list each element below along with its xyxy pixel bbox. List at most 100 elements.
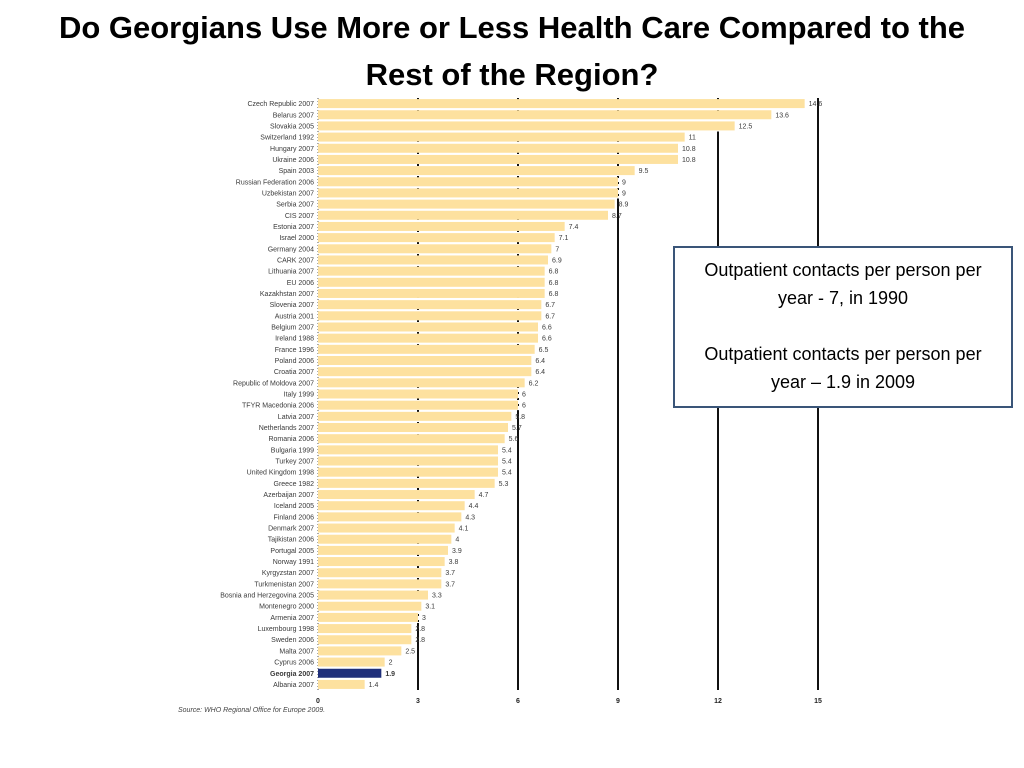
bar-austria-2001 xyxy=(318,311,542,321)
value-label: 1.4 xyxy=(369,682,379,689)
value-label: 2.8 xyxy=(415,626,425,633)
category-label: Belarus 2007 xyxy=(273,112,314,119)
value-label: 3.7 xyxy=(445,581,455,588)
bar-denmark-2007 xyxy=(318,523,455,533)
value-label: 4.3 xyxy=(465,514,475,521)
bar-cyprus-2006 xyxy=(318,657,385,667)
value-label: 6.4 xyxy=(535,358,545,365)
category-label: CARK 2007 xyxy=(277,257,314,264)
value-label: 8.7 xyxy=(612,213,622,220)
bar-poland-2006 xyxy=(318,355,532,365)
category-label: Germany 2004 xyxy=(268,246,314,253)
bar-germany-2004 xyxy=(318,244,552,254)
category-label: EU 2006 xyxy=(287,280,314,287)
value-label: 6.9 xyxy=(552,257,562,264)
bar-finland-2006 xyxy=(318,512,462,522)
value-label: 3.1 xyxy=(425,604,435,611)
bar-spain-2003 xyxy=(318,166,635,176)
bar-latvia-2007 xyxy=(318,411,512,421)
category-label: Iceland 2005 xyxy=(274,503,314,510)
bar-france-1996 xyxy=(318,344,535,354)
value-label: 1.9 xyxy=(385,671,395,678)
value-label: 5.4 xyxy=(502,470,512,477)
bar-montenegro-2000 xyxy=(318,601,422,611)
value-label: 6.8 xyxy=(549,280,559,287)
x-axis-ticks: 0 3 6 9 12 15 xyxy=(316,698,822,705)
category-label: Uzbekistan 2007 xyxy=(262,190,314,197)
category-label: Kazakhstan 2007 xyxy=(260,291,314,298)
value-label: 3.9 xyxy=(452,548,462,555)
callout-box: Outpatient contacts per person per year … xyxy=(673,246,1013,408)
category-label: Serbia 2007 xyxy=(276,202,314,209)
bar-malta-2007 xyxy=(318,646,402,656)
bar-turkmenistan-2007 xyxy=(318,579,442,589)
category-label: Cyprus 2006 xyxy=(274,660,314,667)
bar-netherlands-2007 xyxy=(318,423,508,433)
category-label: Romania 2006 xyxy=(268,436,314,443)
bar-romania-2006 xyxy=(318,434,505,444)
category-label: Azerbaijan 2007 xyxy=(263,492,314,499)
source-note: Source: WHO Regional Office for Europe 2… xyxy=(178,707,325,714)
bar-albania-2007 xyxy=(318,679,365,689)
x-tick-label: 3 xyxy=(416,698,420,705)
bar-turkey-2007 xyxy=(318,456,498,466)
value-label: 4.4 xyxy=(469,503,479,510)
value-label: 7 xyxy=(555,246,559,253)
value-label: 5.4 xyxy=(502,459,512,466)
slide-title: Do Georgians Use More or Less Health Car… xyxy=(58,10,966,92)
bar-slovakia-2005 xyxy=(318,121,735,131)
bar-cark-2007 xyxy=(318,255,548,265)
category-label: Israel 2000 xyxy=(279,235,314,242)
value-label: 6.8 xyxy=(549,291,559,298)
value-labels: 14.6 13.6 12.5 11 10.8 10.8 9.5 9 9 8.9 8.7 7.47.17… xyxy=(369,101,823,689)
bar-luxembourg-1998 xyxy=(318,624,412,634)
category-label: Bosnia and Herzegovina 2005 xyxy=(220,593,314,600)
bar-cis-2007 xyxy=(318,210,608,220)
bar-uzbekistan-2007 xyxy=(318,188,618,198)
bar-sweden-2006 xyxy=(318,635,412,645)
bar-belarus-2007 xyxy=(318,110,772,120)
bar-republic-of-moldova-2007 xyxy=(318,378,525,388)
bar-switzerland-1992 xyxy=(318,132,685,142)
category-label: Latvia 2007 xyxy=(278,414,314,421)
value-label: 9 xyxy=(622,190,626,197)
category-label: TFYR Macedonia 2006 xyxy=(242,403,314,410)
value-label: 6.5 xyxy=(539,347,549,354)
category-label: Switzerland 1992 xyxy=(260,135,314,142)
category-label: Norway 1991 xyxy=(273,559,314,566)
bar-bosnia-and-herzegovina-2005 xyxy=(318,590,428,600)
category-label: Czech Republic 2007 xyxy=(247,101,314,108)
bar-georgia-2007 xyxy=(318,668,382,678)
category-label: Belgium 2007 xyxy=(271,324,314,331)
bar-greece-1982 xyxy=(318,478,495,488)
category-label: Netherlands 2007 xyxy=(259,425,314,432)
category-label: France 1996 xyxy=(275,347,314,354)
bar-croatia-2007 xyxy=(318,367,532,377)
bar-estonia-2007 xyxy=(318,221,565,231)
value-label: 6.4 xyxy=(535,369,545,376)
category-label: Russian Federation 2006 xyxy=(236,179,314,186)
value-label: 2 xyxy=(389,660,393,667)
category-label: Armenia 2007 xyxy=(270,615,314,622)
category-label: Kyrgyzstan 2007 xyxy=(262,570,314,577)
value-label: 6.6 xyxy=(542,336,552,343)
category-label: Sweden 2006 xyxy=(271,637,314,644)
bar-iceland-2005 xyxy=(318,501,465,511)
value-label: 8.9 xyxy=(619,202,629,209)
category-label: Georgia 2007 xyxy=(270,671,314,678)
bar-kyrgyzstan-2007 xyxy=(318,568,442,578)
value-label: 6.7 xyxy=(545,313,555,320)
category-label: Turkmenistan 2007 xyxy=(254,581,314,588)
value-label: 3 xyxy=(422,615,426,622)
category-label: Albania 2007 xyxy=(273,682,314,689)
bar-ukraine-2006 xyxy=(318,154,678,164)
category-label: Spain 2003 xyxy=(279,168,315,175)
bar-eu-2006 xyxy=(318,277,545,287)
value-label: 10.8 xyxy=(682,146,696,153)
bar-italy-1999 xyxy=(318,389,518,399)
callout-line-1990: Outpatient contacts per person per year … xyxy=(704,260,982,308)
bar-portugal-2005 xyxy=(318,545,448,555)
bar-norway-1991 xyxy=(318,557,445,567)
value-label: 3.3 xyxy=(432,593,442,600)
